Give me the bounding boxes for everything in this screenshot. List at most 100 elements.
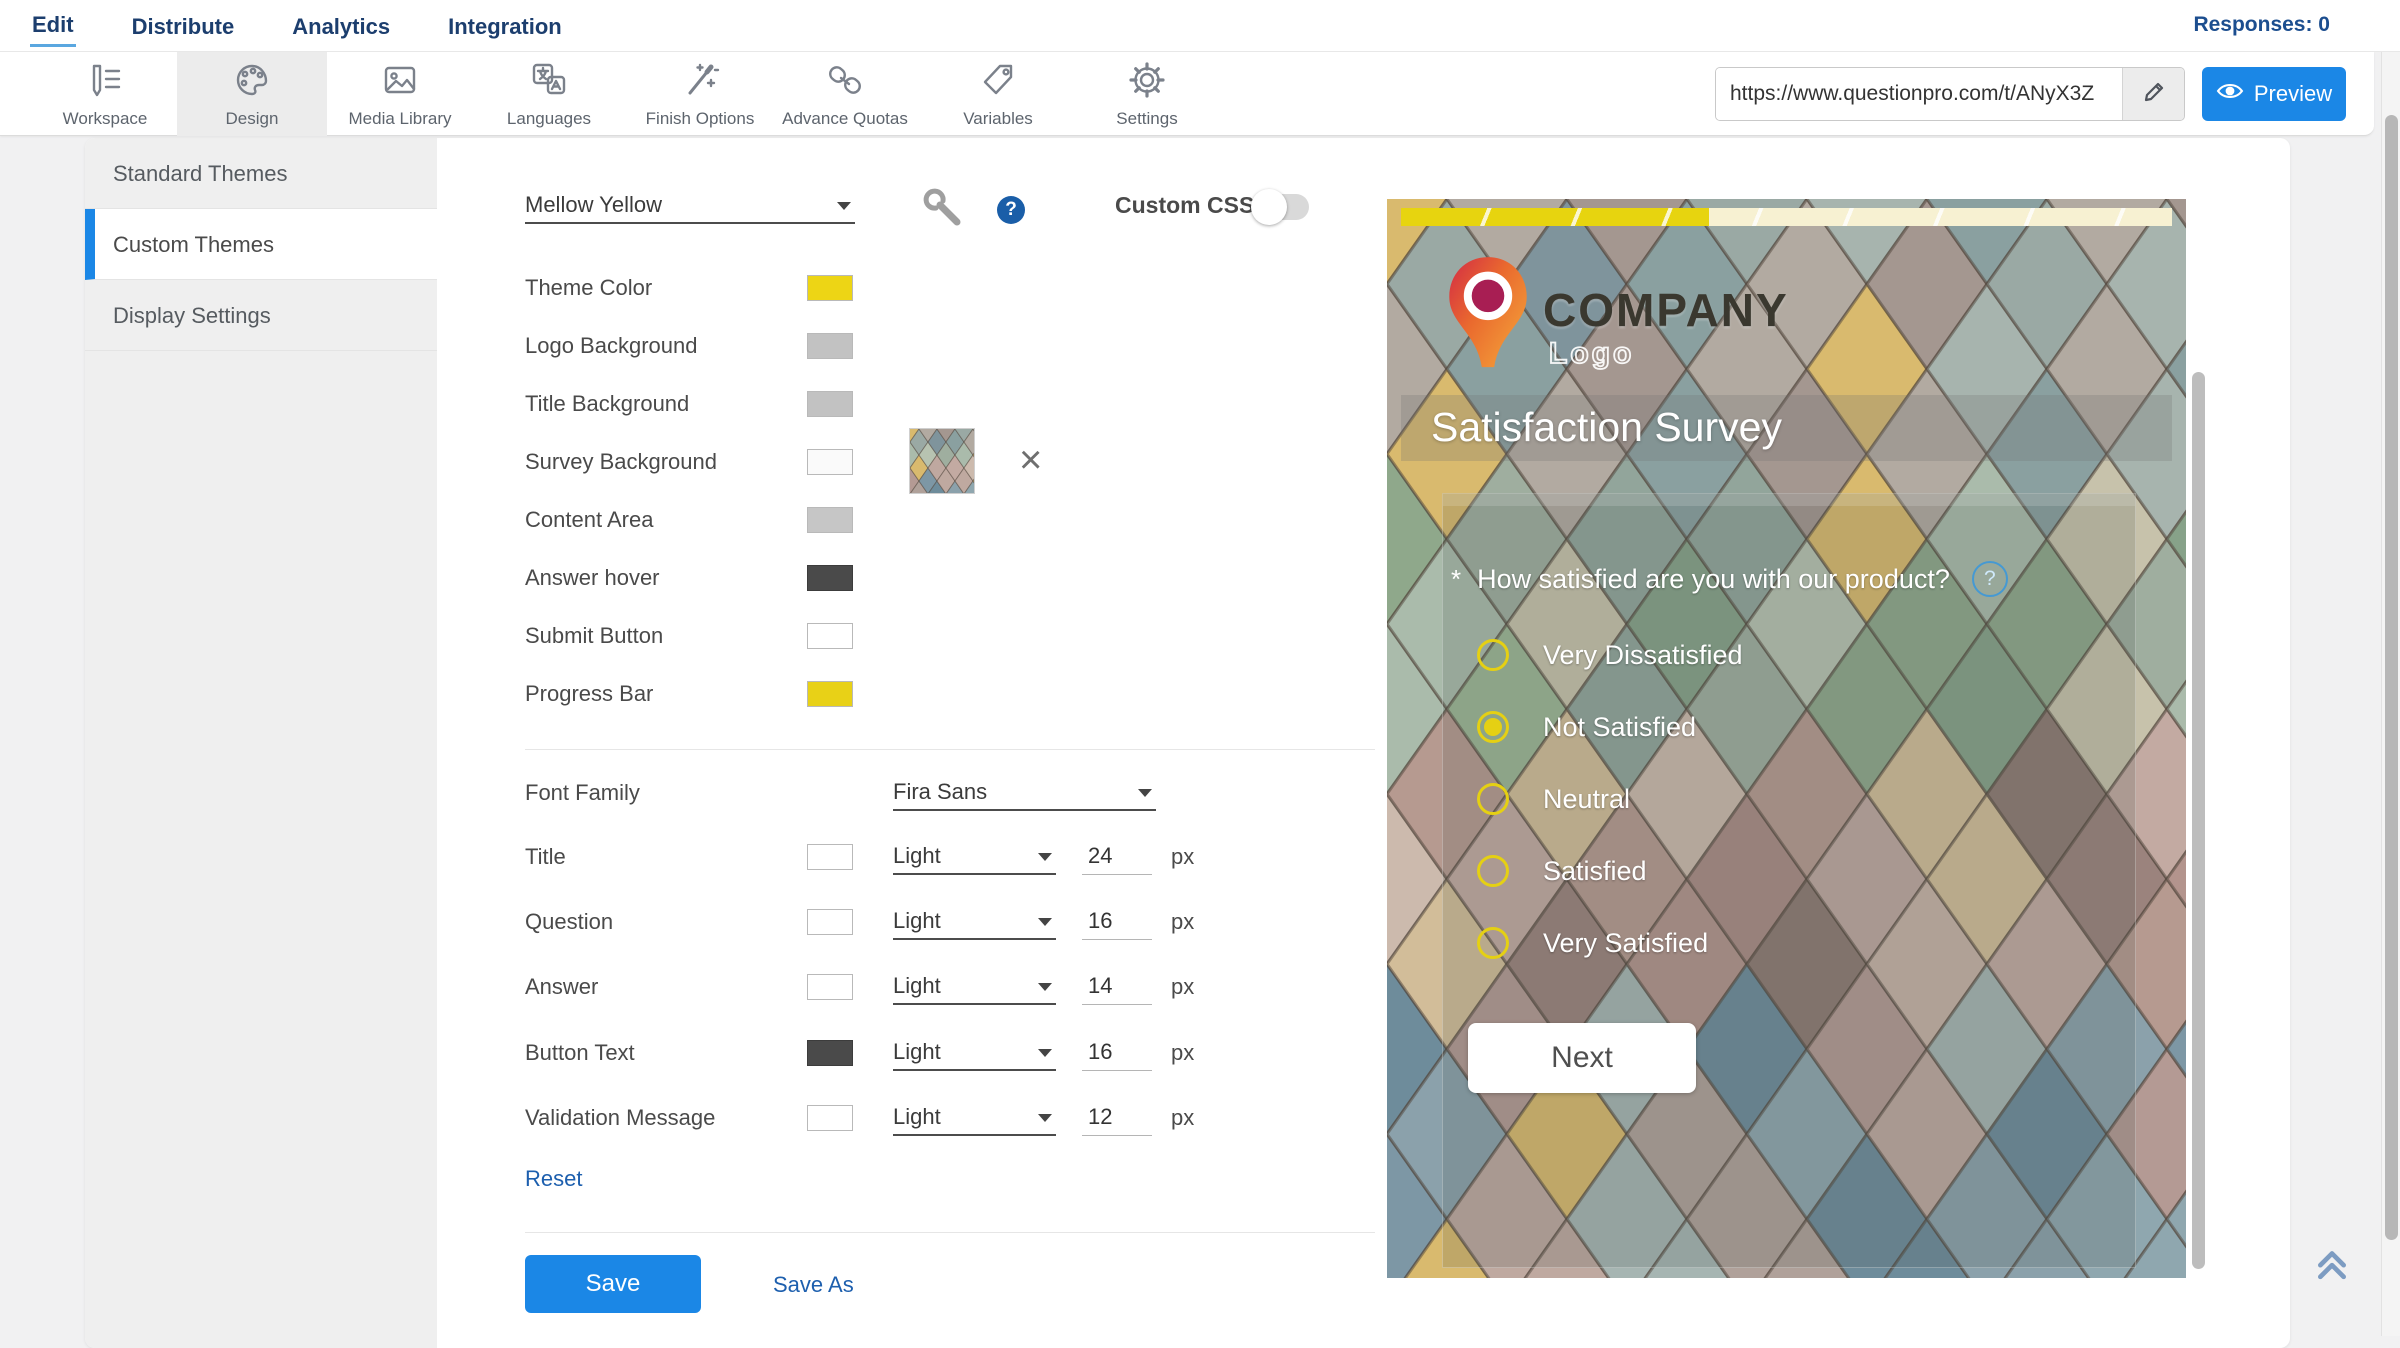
required-marker: * <box>1451 563 1462 594</box>
toolbar-item-media-library[interactable]: Media Library <box>325 52 475 136</box>
radio-very-satisfied[interactable] <box>1477 927 1509 959</box>
page-scrollbar[interactable] <box>2381 0 2400 1336</box>
remove-background-button[interactable]: × <box>1019 438 1043 482</box>
option-label[interactable]: Very Satisfied <box>1543 928 1709 958</box>
weight-value: Light <box>893 973 941 998</box>
toolbar: Workspace Design Media Library Languages… <box>0 52 2374 136</box>
page-scrollbar-thumb[interactable] <box>2385 115 2398 1240</box>
question-weight-select[interactable]: Light <box>893 906 1056 940</box>
settings-icon <box>1127 60 1167 105</box>
progress-bar-swatch[interactable] <box>807 681 853 707</box>
survey-url-input[interactable] <box>1716 68 2122 120</box>
scroll-to-top-button[interactable] <box>2306 1240 2358 1292</box>
button-text-weight-select[interactable]: Light <box>893 1037 1056 1071</box>
color-row-label: Theme Color <box>525 275 653 300</box>
color-row: Theme Color <box>525 272 1385 312</box>
next-button[interactable]: Next <box>1468 1023 1696 1093</box>
radio-not-satisfied[interactable] <box>1477 711 1509 743</box>
pencil-icon <box>2141 79 2167 110</box>
option-label[interactable]: Satisfied <box>1543 856 1647 886</box>
question-size-input[interactable]: 16 <box>1082 906 1152 940</box>
survey-preview: COMPANY Logo Satisfaction Survey * How s… <box>1387 199 2186 1278</box>
chevron-down-icon <box>1038 983 1052 991</box>
weight-value: Light <box>893 1039 941 1064</box>
title-weight-select[interactable]: Light <box>893 841 1056 875</box>
toolbar-item-label: Languages <box>506 108 592 128</box>
toolbar-item-finish-options[interactable]: Finish Options <box>625 52 775 136</box>
nav-item-distribute[interactable]: Distribute <box>131 13 235 39</box>
toolbar-item-label: Settings <box>1116 108 1178 128</box>
title-size-input[interactable]: 24 <box>1082 841 1152 875</box>
color-row: Answer hover <box>525 562 1385 602</box>
preview-scrollbar-thumb[interactable] <box>2192 372 2205 1269</box>
color-row-label: Logo Background <box>525 333 698 358</box>
eye-icon <box>2216 81 2244 107</box>
edit-url-button[interactable] <box>2122 68 2184 120</box>
answer-weight-select[interactable]: Light <box>893 971 1056 1005</box>
button-text-color-swatch[interactable] <box>807 1040 853 1066</box>
survey-background-thumbnail[interactable] <box>909 428 975 494</box>
save-button[interactable]: Save <box>525 1255 701 1313</box>
design-icon <box>232 60 272 105</box>
theme-tools-button[interactable] <box>923 188 965 235</box>
radio-neutral[interactable] <box>1477 783 1509 815</box>
top-nav: Edit Distribute Analytics Integration Re… <box>0 0 2400 52</box>
save-as-link[interactable]: Save As <box>773 1272 854 1297</box>
font-row-label: Answer <box>525 974 599 999</box>
chevron-down-icon <box>1038 1114 1052 1122</box>
survey-question-text: How satisfied are you with our product? <box>1477 563 1950 594</box>
chevron-down-icon <box>837 202 851 210</box>
validation-size-input[interactable]: 12 <box>1082 1102 1152 1136</box>
toolbar-item-advance-quotas[interactable]: Advance Quotas <box>770 52 920 136</box>
option-label[interactable]: Very Dissatisfied <box>1543 640 1743 670</box>
px-label: px <box>1171 1040 1195 1065</box>
toolbar-item-languages[interactable]: Languages <box>474 52 624 136</box>
validation-font-color-swatch[interactable] <box>807 1105 853 1131</box>
option-label[interactable]: Not Satisfied <box>1543 712 1697 742</box>
logo-background-swatch[interactable] <box>807 333 853 359</box>
question-font-color-swatch[interactable] <box>807 909 853 935</box>
reset-link[interactable]: Reset <box>525 1166 583 1191</box>
responses-count: Responses: 0 <box>2193 13 2330 36</box>
help-icon[interactable]: ? <box>997 196 1025 224</box>
answer-size-input[interactable]: 14 <box>1082 971 1152 1005</box>
question-help-icon[interactable]: ? <box>1971 561 2008 597</box>
nav-item-analytics[interactable]: Analytics <box>292 13 391 39</box>
color-row: Progress Bar <box>525 678 1385 718</box>
custom-css-toggle[interactable] <box>1251 189 1309 225</box>
sidebar-item-custom-themes[interactable]: Custom Themes <box>85 209 437 280</box>
sidebar-item-display-settings[interactable]: Display Settings <box>85 280 437 351</box>
nav-item-edit[interactable]: Edit <box>30 4 76 47</box>
sidebar-item-standard-themes[interactable]: Standard Themes <box>85 138 437 209</box>
survey-progress-bar <box>1401 208 2172 226</box>
font-family-row: Font Family Fira Sans <box>525 777 1385 817</box>
radio-very-dissatisfied[interactable] <box>1477 639 1509 671</box>
radio-satisfied[interactable] <box>1477 855 1509 887</box>
validation-weight-select[interactable]: Light <box>893 1102 1056 1136</box>
font-family-select[interactable]: Fira Sans <box>893 777 1156 811</box>
survey-background-swatch[interactable] <box>807 449 853 475</box>
toolbar-item-design[interactable]: Design <box>177 52 327 136</box>
nav-item-integration[interactable]: Integration <box>448 13 562 39</box>
progress-stripes <box>1401 208 2172 226</box>
divider <box>525 1232 1375 1233</box>
font-row: Button Text Light 16 px <box>525 1037 1385 1077</box>
title-font-color-swatch[interactable] <box>807 844 853 870</box>
title-background-swatch[interactable] <box>807 391 853 417</box>
answer-hover-swatch[interactable] <box>807 565 853 591</box>
toolbar-item-label: Workspace <box>62 108 148 128</box>
button-text-size-input[interactable]: 16 <box>1082 1037 1152 1071</box>
toolbar-item-workspace[interactable]: Workspace <box>30 52 180 136</box>
design-sidebar: Standard Themes Custom Themes Display Se… <box>85 138 437 1348</box>
toolbar-item-settings[interactable]: Settings <box>1072 52 1222 136</box>
font-row: Question Light 16 px <box>525 906 1385 946</box>
toolbar-item-variables[interactable]: Variables <box>923 52 1073 136</box>
content-area-swatch[interactable] <box>807 507 853 533</box>
answer-font-color-swatch[interactable] <box>807 974 853 1000</box>
theme-select[interactable]: Mellow Yellow <box>525 190 855 224</box>
theme-color-swatch[interactable] <box>807 275 853 301</box>
preview-button[interactable]: Preview <box>2202 67 2346 121</box>
option-label[interactable]: Neutral <box>1543 784 1631 814</box>
submit-button-swatch[interactable] <box>807 623 853 649</box>
variables-icon <box>978 60 1018 105</box>
